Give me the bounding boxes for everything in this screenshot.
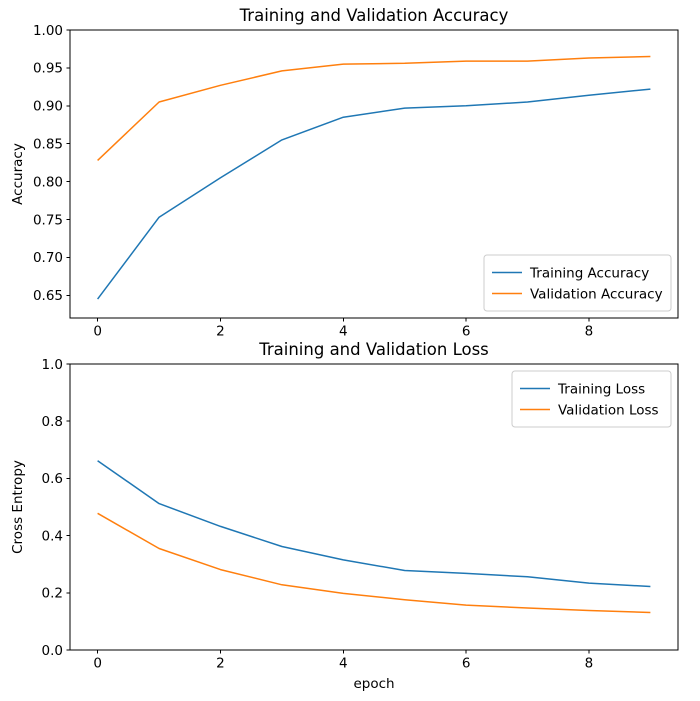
y-tick-label: 0.90: [33, 99, 63, 115]
subplot-2: Training and Validation Loss 0.0 0.2 0.4 0.6…: [10, 340, 679, 692]
y-tick-label: 0.65: [33, 288, 63, 304]
y-tick-label: 0.85: [33, 136, 63, 152]
legend-box: [483, 254, 672, 312]
y-tick-label: 1.00: [33, 23, 63, 39]
x-tick-label: 8: [585, 656, 594, 672]
y-tick-label: 0.6: [42, 471, 63, 487]
series-line-training-accuracy: [97, 88, 651, 300]
y-tick-label: 1.0: [42, 357, 63, 373]
axes-box: [69, 363, 679, 651]
series-line-validation-accuracy: [97, 55, 651, 161]
axes-box: [69, 29, 679, 319]
series-line-training-loss: [97, 460, 651, 588]
y-tick-label: 0.4: [42, 528, 63, 544]
x-tick-label: 0: [93, 324, 102, 340]
y-tick-label: 0.70: [33, 250, 63, 266]
legend-label: Validation Accuracy: [530, 286, 663, 302]
y-tick-label: 0.2: [42, 586, 63, 602]
y-tick-label: 0.8: [42, 414, 63, 430]
chart-title: Training and Validation Loss: [258, 340, 489, 359]
x-tick-label: 2: [216, 324, 225, 340]
x-tick-label: 4: [339, 656, 348, 672]
x-tick-label: 8: [585, 324, 594, 340]
y-axis-label: Cross Entropy: [10, 460, 26, 554]
chart-title: Training and Validation Accuracy: [239, 6, 509, 25]
y-tick-label: 0.0: [42, 643, 63, 659]
legend-label: Training Accuracy: [529, 265, 649, 281]
y-axis-label: Accuracy: [10, 143, 26, 205]
x-tick-label: 6: [462, 324, 471, 340]
legend-label: Training Loss: [557, 381, 645, 397]
legend: Training Accuracy Validation Accuracy: [483, 254, 672, 312]
y-tick-label: 0.75: [33, 212, 63, 228]
legend-label: Validation Loss: [558, 402, 659, 418]
x-tick-label: 6: [462, 656, 471, 672]
subplot-1: Training and Validation Accuracy 0.65 0.70…: [10, 6, 679, 340]
legend: Training Loss Validation Loss: [511, 370, 672, 428]
x-tick-label: 2: [216, 656, 225, 672]
x-axis-label: epoch: [353, 676, 394, 692]
y-tick-label: 0.95: [33, 61, 63, 77]
legend-box: [511, 370, 672, 428]
series-line-validation-loss: [97, 512, 651, 614]
x-tick-label: 0: [93, 656, 102, 672]
x-tick-label: 4: [339, 324, 348, 340]
y-tick-label: 0.80: [33, 174, 63, 190]
